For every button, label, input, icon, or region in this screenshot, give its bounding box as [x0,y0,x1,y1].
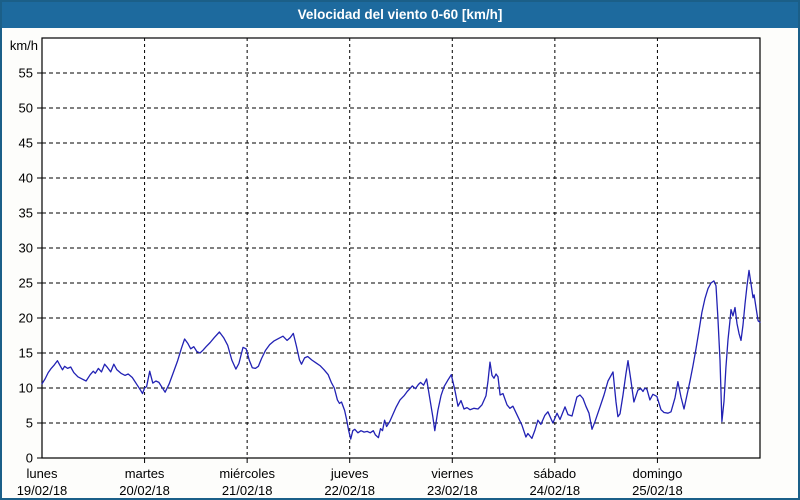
y-tick-label: 40 [19,171,33,186]
window-title: Velocidad del viento 0-60 [km/h] [297,6,503,22]
x-day-name-label: martes [125,466,165,481]
x-day-name-label: miércoles [219,466,275,481]
wind-speed-line [41,269,761,440]
x-day-name-label: viernes [431,466,473,481]
x-day-name-label: sábado [534,466,577,481]
x-day-date-label: 23/02/18 [427,483,478,498]
title-bar: Velocidad del viento 0-60 [km/h] [0,0,800,28]
y-tick-label: 55 [19,66,33,81]
x-day-date-label: 20/02/18 [119,483,170,498]
y-tick-label: 5 [26,416,33,431]
x-day-date-label: 22/02/18 [324,483,375,498]
x-day-name-label: domingo [632,466,682,481]
x-day-name-label: jueves [330,466,369,481]
y-tick-label: 35 [19,206,33,221]
y-tick-label: 45 [19,136,33,151]
y-tick-label: 50 [19,101,33,116]
x-day-date-label: 21/02/18 [222,483,273,498]
x-day-date-label: 24/02/18 [530,483,581,498]
x-day-name-label: lunes [26,466,58,481]
x-day-date-label: 25/02/18 [632,483,683,498]
plot-border [41,37,761,459]
y-tick-label: 10 [19,381,33,396]
y-axis-unit-label: km/h [10,38,38,53]
y-tick-label: 30 [19,241,33,256]
x-day-date-label: 19/02/18 [17,483,68,498]
y-tick-label: 25 [19,276,33,291]
y-tick-label: 15 [19,346,33,361]
y-tick-label: 0 [26,451,33,466]
y-tick-label: 20 [19,311,33,326]
